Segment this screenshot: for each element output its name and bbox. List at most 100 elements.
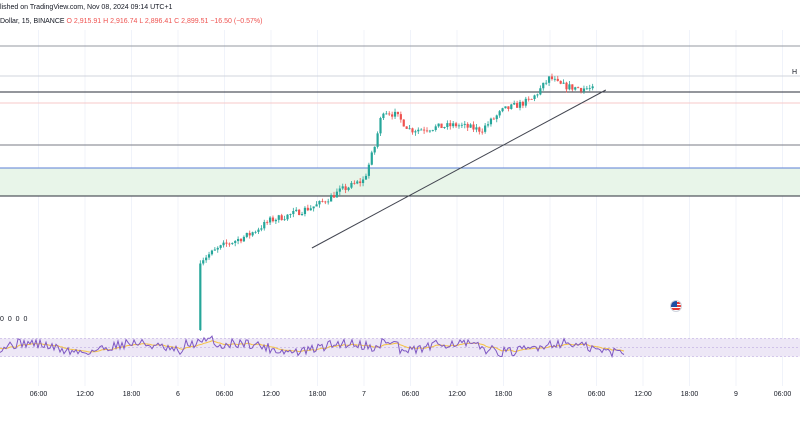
- candle: [347, 186, 350, 192]
- candle: [516, 100, 519, 108]
- candle: [524, 96, 527, 108]
- us-flag-icon[interactable]: [670, 300, 682, 312]
- candle: [475, 124, 478, 133]
- candle: [353, 180, 356, 185]
- candle: [481, 128, 484, 135]
- candle: [309, 205, 312, 211]
- candle: [460, 122, 463, 128]
- candle: [408, 125, 411, 130]
- candle: [533, 94, 536, 102]
- candle: [359, 177, 362, 187]
- published-note: lished on TradingView.com, Nov 08, 2024 …: [0, 4, 173, 11]
- candle: [373, 146, 376, 155]
- candle: [457, 123, 461, 129]
- price-axis-tag: H: [792, 69, 798, 76]
- candle: [431, 129, 434, 132]
- x-tick-label: 12:00: [448, 391, 466, 398]
- candle: [414, 129, 417, 136]
- candle: [219, 244, 222, 250]
- candle: [266, 220, 269, 225]
- candle: [527, 96, 530, 102]
- candle: [344, 183, 347, 194]
- candle: [231, 242, 234, 245]
- candle: [556, 75, 559, 82]
- candle: [510, 103, 513, 110]
- x-tick-label: 06:00: [588, 391, 606, 398]
- candle: [367, 162, 370, 179]
- candle: [254, 230, 257, 234]
- candle: [585, 85, 588, 90]
- candle: [577, 86, 580, 89]
- candle: [466, 122, 469, 131]
- ohlc-close: C 2,899.51: [174, 18, 209, 25]
- candle: [393, 108, 397, 120]
- candle: [318, 200, 321, 208]
- candle: [292, 207, 295, 218]
- candle: [425, 127, 429, 133]
- candle: [280, 213, 283, 221]
- candle: [507, 106, 510, 112]
- candle: [376, 131, 379, 149]
- candle: [399, 111, 402, 123]
- symbol-header: Dollar, 15, BINANCE O 2,915.91 H 2,916.7…: [0, 17, 262, 26]
- candle: [332, 191, 336, 198]
- candle: [242, 235, 246, 242]
- candle: [222, 240, 225, 248]
- candle: [271, 215, 275, 223]
- candle: [452, 121, 455, 129]
- candle: [472, 121, 475, 132]
- candle: [289, 213, 292, 218]
- x-tick-label: 18:00: [309, 391, 327, 398]
- grid: [38, 30, 783, 386]
- candle: [536, 93, 539, 98]
- horizontal-levels: [0, 45, 800, 197]
- candle: [571, 84, 574, 92]
- candle: [486, 121, 490, 128]
- candle: [257, 227, 260, 235]
- candle: [391, 111, 394, 120]
- candle: [306, 204, 309, 212]
- candle: [356, 179, 359, 185]
- candle: [420, 128, 423, 131]
- candle: [385, 110, 388, 115]
- candle: [489, 117, 493, 127]
- candle: [324, 200, 327, 205]
- rsi-legend: 0 0 0 0: [0, 316, 29, 323]
- candle: [568, 81, 571, 91]
- candle: [283, 215, 286, 221]
- candle: [379, 116, 382, 136]
- candle: [251, 231, 254, 237]
- candle: [263, 219, 266, 231]
- candle: [274, 218, 277, 224]
- x-tick-label: 12:00: [634, 391, 652, 398]
- candle: [469, 123, 472, 128]
- x-tick-label: 8: [548, 391, 552, 398]
- x-tick-label: 12:00: [262, 391, 280, 398]
- x-tick-label: 7: [362, 391, 366, 398]
- x-tick-label: 18:00: [681, 391, 699, 398]
- x-tick-label: 06:00: [774, 391, 792, 398]
- candle: [582, 85, 586, 94]
- candle: [260, 225, 263, 232]
- candle: [213, 247, 216, 251]
- candle: [530, 98, 533, 100]
- candle: [199, 260, 202, 332]
- candle: [428, 129, 432, 133]
- candle: [449, 120, 452, 130]
- candle: [437, 123, 440, 128]
- candle: [338, 185, 341, 196]
- candle: [565, 81, 568, 93]
- candle: [521, 100, 525, 109]
- candle: [411, 127, 414, 135]
- x-tick-label: 06:00: [216, 391, 234, 398]
- x-tick-label: 12:00: [76, 391, 94, 398]
- candle: [513, 100, 516, 106]
- candle: [286, 214, 289, 221]
- trendline[interactable]: [311, 89, 607, 249]
- x-tick-label: 06:00: [402, 391, 420, 398]
- candle: [574, 86, 577, 91]
- candle: [553, 76, 556, 82]
- candle: [382, 112, 385, 120]
- ohlc-change: −16.50 (−0.57%): [210, 18, 263, 25]
